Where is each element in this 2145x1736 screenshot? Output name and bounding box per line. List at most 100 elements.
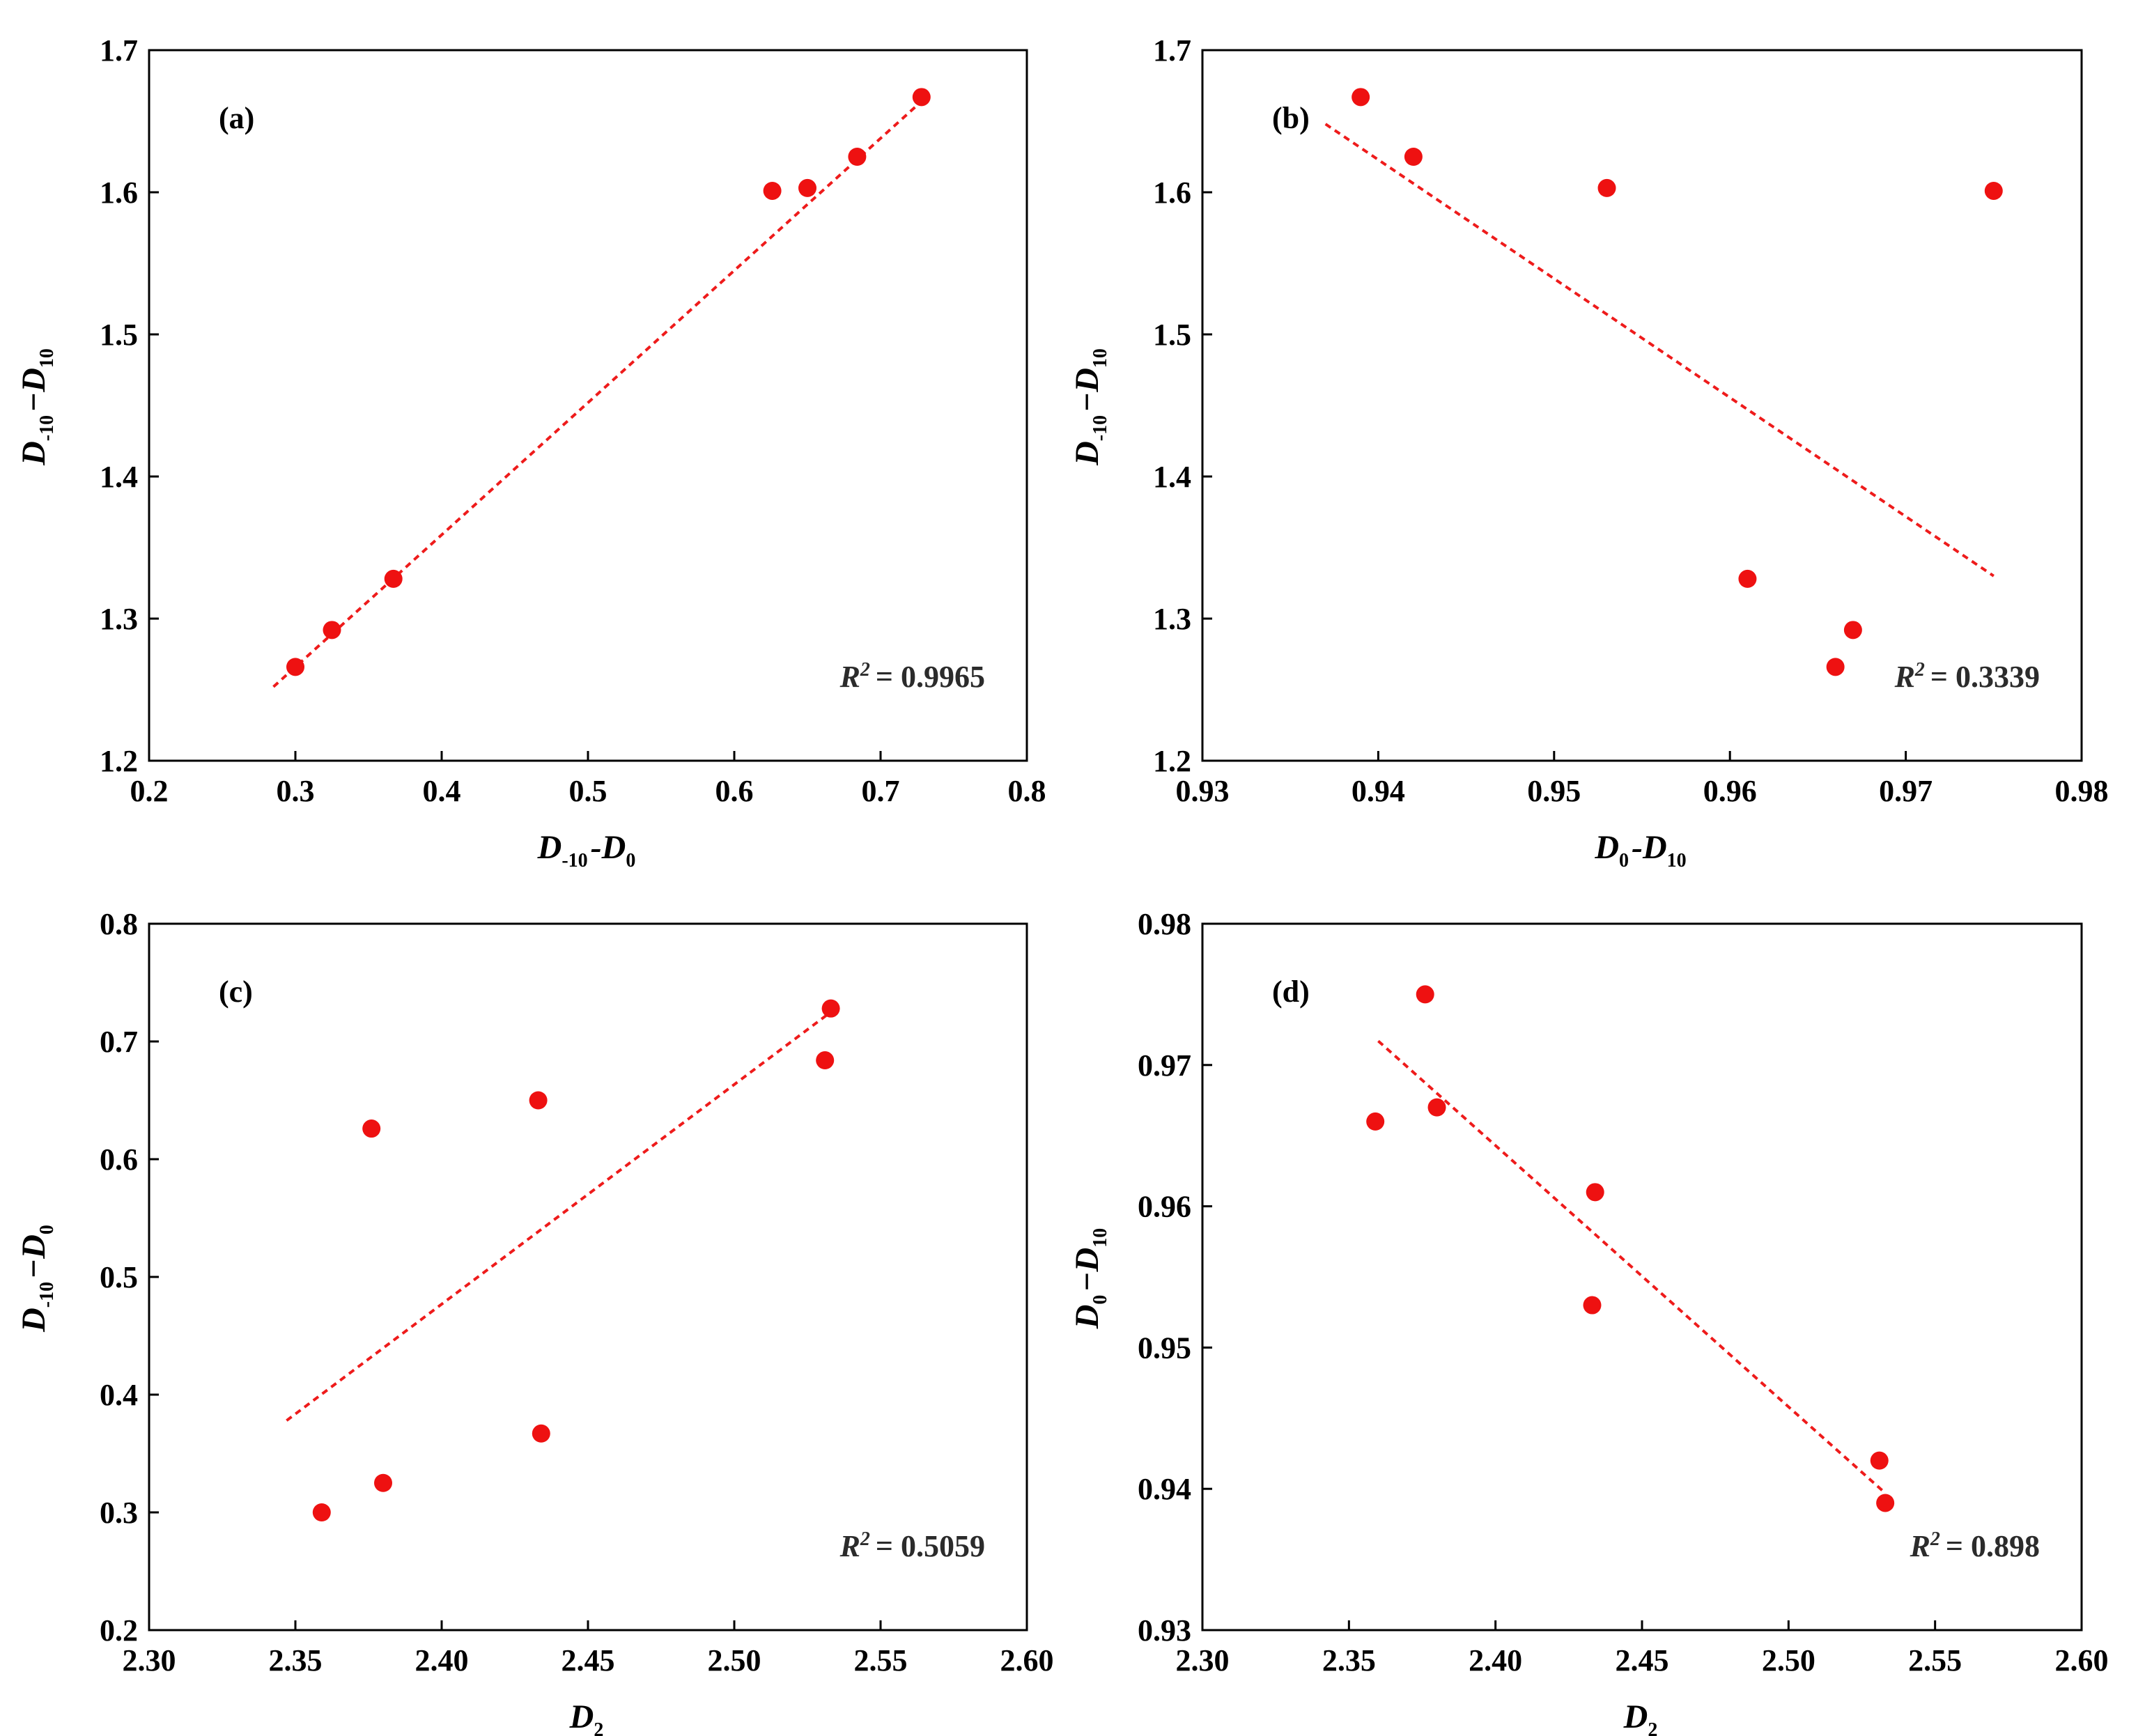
data-point [1984,181,2003,200]
x-axis-label: D2 [1623,1698,1661,1736]
data-point [912,88,931,107]
x-tick-label: 0.95 [1527,774,1581,808]
axis-label-subscript: 2 [594,1719,603,1736]
axis-label-part: D [569,1698,594,1735]
y-tick-label: 0.96 [1138,1190,1191,1224]
x-tick-label: 2.40 [1469,1643,1522,1677]
plot-frame [148,49,1028,762]
axis-label-part: D [15,1308,52,1333]
x-tick-label: 0.97 [1879,774,1933,808]
x-tick-label: 0.5 [569,774,607,808]
y-tick-label: 0.98 [1138,907,1191,941]
data-point [312,1503,331,1521]
panel-d: 2.30 2.35 2.40 2.45 2.50 2.55 2.60 0.93 0.94 0.95… [1069,907,2109,1736]
plot-frame [1201,922,2083,1632]
x-tick-label: 2.55 [1908,1643,1962,1677]
r-squared-label: R2 = 0.898 [1910,1528,2040,1563]
x-axis-label: D0 -D10 [1594,829,1689,871]
y-tick-label: 0.2 [100,1613,138,1648]
data-point [323,621,341,640]
x-tick-label: 2.55 [854,1643,908,1677]
y-tick-label: 1.3 [100,602,138,636]
data-point [848,148,867,166]
axis-label-part: D [537,829,562,866]
axis-label-part: − [1069,392,1106,412]
x-tick-label: 2.30 [123,1643,176,1677]
data-point [362,1119,381,1138]
data-point [798,178,816,197]
y-axis-label: D-10 −D10 [1069,346,1111,466]
r-squared-label: R2 = 0.5059 [839,1528,985,1563]
r-squared-label: R2 = 0.3339 [1894,659,2040,694]
r-symbol: R [1910,1529,1930,1563]
x-tick-label: 2.60 [1000,1643,1054,1677]
axis-label-part: D [601,829,626,866]
x-tick-label: 2.35 [1322,1643,1376,1677]
x-axis-label: D2 [569,1698,607,1736]
x-axis-label: D-10 -D0 [537,829,639,871]
x-tick-label: 0.7 [862,774,900,808]
y-tick-label: 0.97 [1138,1048,1191,1083]
panel-label: (b) [1272,101,1310,135]
data-point [1597,178,1616,197]
axis-label-subscript: 10 [36,348,58,368]
axis-label-subscript: -10 [36,1282,58,1308]
x-tick-label: 2.45 [562,1643,615,1677]
y-axis-label: D-10 −D10 [15,346,58,466]
axis-label-subscript: 10 [1090,1228,1111,1248]
data-point [763,181,782,200]
r-superscript: 2 [1914,659,1925,681]
y-tick-label: 1.4 [1153,460,1191,494]
data-point [821,999,840,1018]
x-tick-label: 0.8 [1008,774,1046,808]
data-point [1586,1183,1604,1202]
y-tick-label: 1.2 [1153,744,1191,778]
axis-label-subscript: 0 [36,1225,58,1234]
y-axis-label: D0 −D10 [1069,1225,1111,1329]
axis-label-subscript: 2 [1648,1719,1657,1736]
y-tick-label: 1.7 [1153,33,1191,68]
r-squared-value: = 0.5059 [876,1529,985,1563]
x-tick-label: 0.4 [423,774,461,808]
axis-label-subscript: 0 [1090,1295,1111,1305]
axis-label-part: − [15,392,52,412]
y-tick-label: 0.6 [100,1142,138,1177]
x-tick-label: 0.96 [1703,774,1757,808]
plot-frame [148,922,1028,1632]
data-point [1826,658,1845,676]
data-point [1870,1451,1889,1470]
panel-label: (a) [219,101,254,135]
axis-label-subscript: 0 [1619,850,1629,871]
plot-frame [1201,49,2083,762]
y-tick-label: 1.6 [100,176,138,210]
axis-label-part: D [1642,829,1667,866]
r-squared-value: = 0.898 [1946,1529,2040,1563]
axis-label-part: D [1623,1698,1648,1735]
data-point [816,1051,835,1070]
x-tick-label: 2.40 [415,1643,469,1677]
r-squared-label: R2 = 0.9965 [839,659,985,694]
trend-line [272,100,923,688]
y-tick-label: 1.6 [1153,176,1191,210]
x-tick-label: 2.30 [1176,1643,1230,1677]
data-point [1843,621,1862,640]
axis-label-part: − [1069,1271,1106,1292]
y-tick-label: 1.7 [100,33,138,68]
panel-c: 2.30 2.35 2.40 2.45 2.50 2.55 2.60 0.2 0.3 0.4 0.5… [15,907,1054,1736]
axis-label-part: D [15,368,52,393]
x-tick-label: 2.60 [2055,1643,2109,1677]
data-point [1404,148,1423,166]
data-point [1352,88,1370,107]
axis-label-subscript: 10 [1090,348,1111,368]
axis-label-part: D [15,441,52,466]
y-tick-label: 0.93 [1138,1613,1191,1648]
panel-label: (c) [219,975,253,1009]
r-superscript: 2 [1930,1528,1940,1550]
r-symbol: R [839,660,860,694]
x-tick-label: 2.50 [708,1643,761,1677]
y-tick-label: 1.2 [100,744,138,778]
r-squared-value: = 0.3339 [1930,660,2040,694]
axis-label-subscript: 0 [626,850,635,871]
x-tick-label: 0.98 [2055,774,2109,808]
